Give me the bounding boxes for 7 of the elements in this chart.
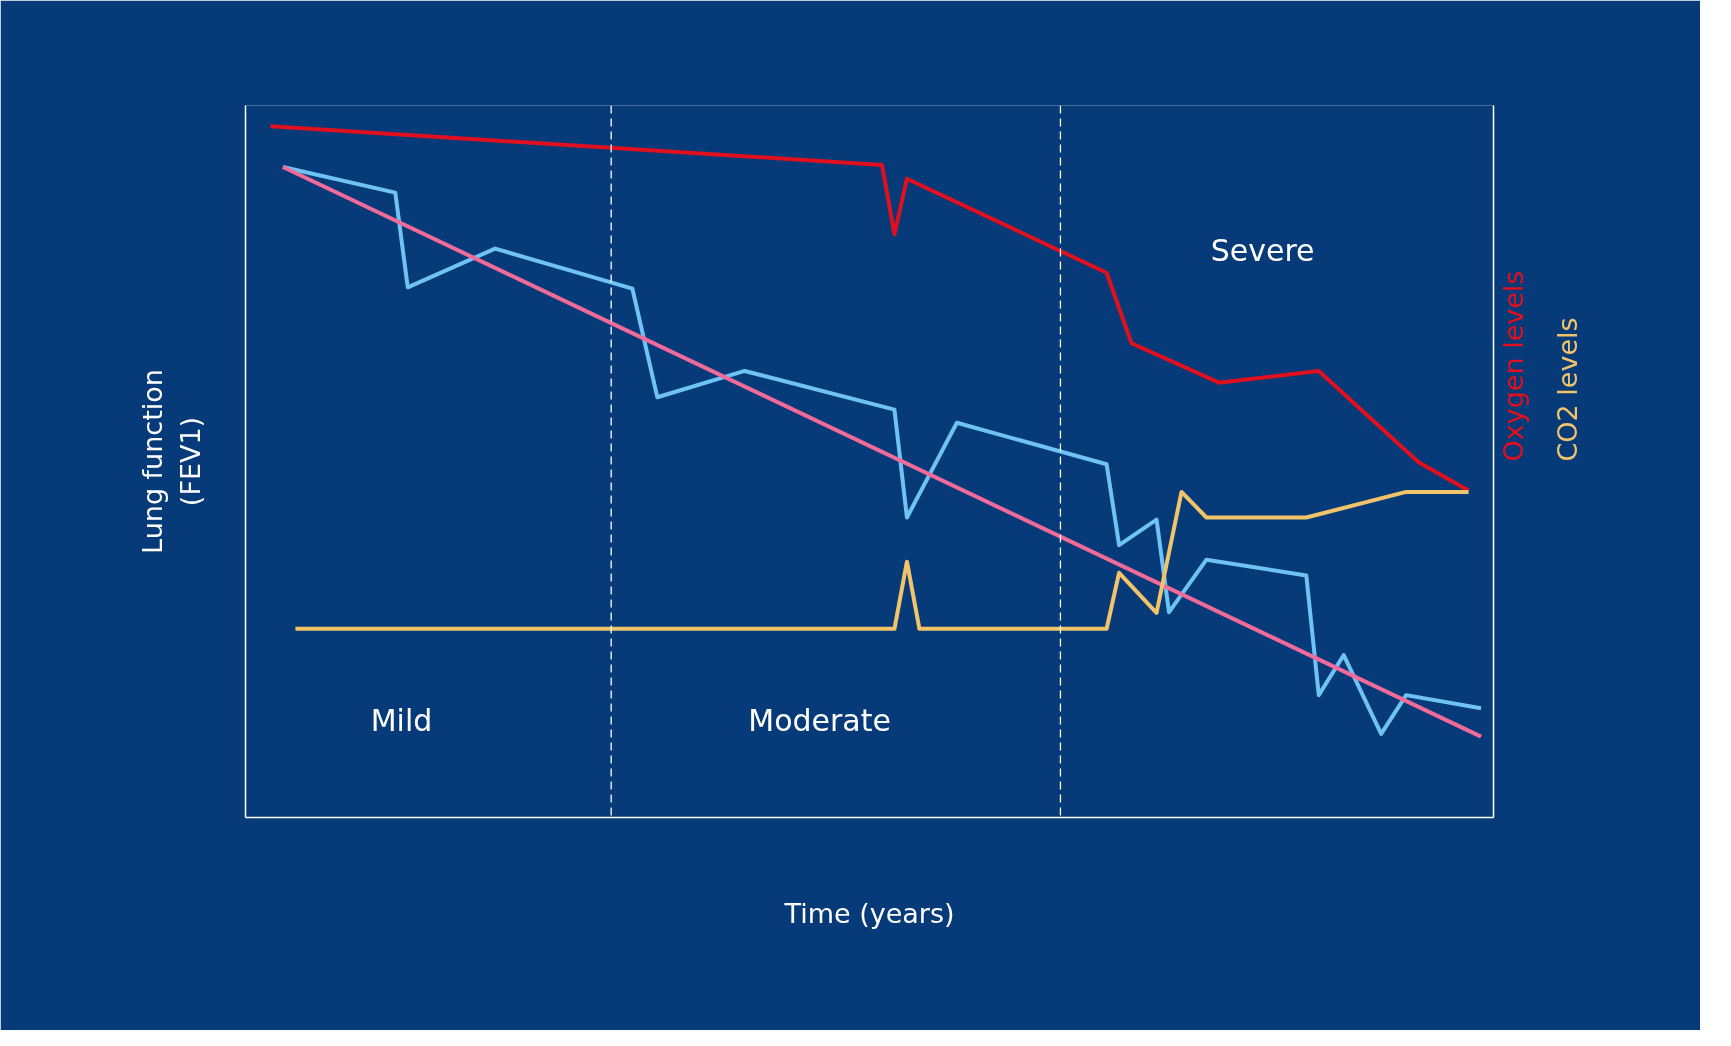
y-axis-title: Lung function (FEV1): [137, 369, 206, 554]
annotation: Moderate: [748, 703, 891, 739]
text: Oxygen levels: [1498, 270, 1529, 462]
text: CO2 levels: [1552, 317, 1583, 462]
annotation: Severe: [1210, 233, 1315, 269]
annotation: Mild: [370, 703, 433, 739]
x-axis-title: Time (years): [783, 897, 955, 929]
